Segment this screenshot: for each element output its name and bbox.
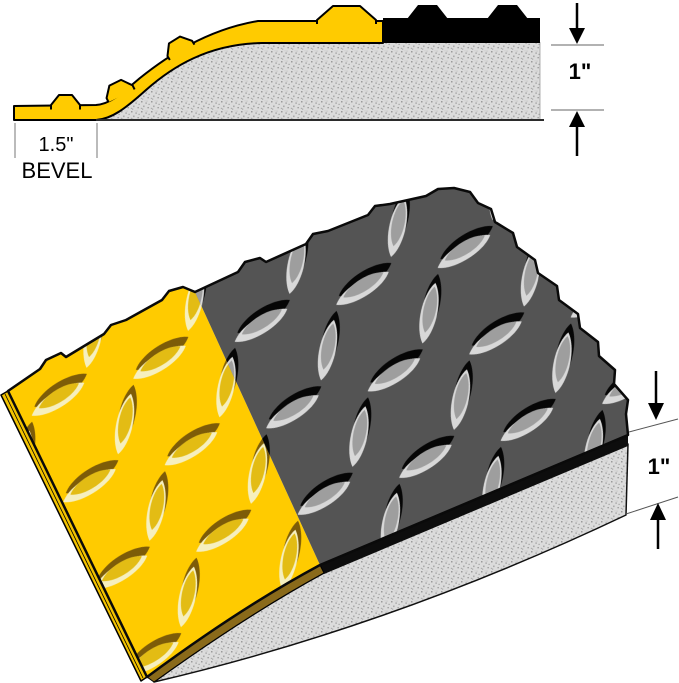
arrow-up-icon <box>650 503 666 520</box>
cross-section-view: 1.5" BEVEL 1" <box>13 3 604 183</box>
bevel-width-label: 1.5" <box>39 134 74 156</box>
cross-section-black-strip <box>383 5 540 43</box>
cross-section-thickness-label: 1" <box>569 59 592 84</box>
cross-section-thickness-dimension: 1" <box>551 3 604 156</box>
cross-section-foam-core <box>95 42 541 120</box>
arrow-down-icon <box>569 28 585 44</box>
bevel-bumps <box>50 5 377 111</box>
bevel-dimension: 1.5" BEVEL <box>14 123 98 183</box>
mat-thickness-label: 1" <box>648 454 671 479</box>
arrow-up-icon <box>569 111 585 127</box>
plate-edge-band <box>320 435 628 574</box>
mat-outline <box>6 186 630 679</box>
mat-thickness-dimension: 1" <box>625 371 679 549</box>
perspective-view: 1" <box>0 186 679 683</box>
bevel-text-label: BEVEL <box>22 158 93 183</box>
arrow-down-icon <box>648 403 664 420</box>
